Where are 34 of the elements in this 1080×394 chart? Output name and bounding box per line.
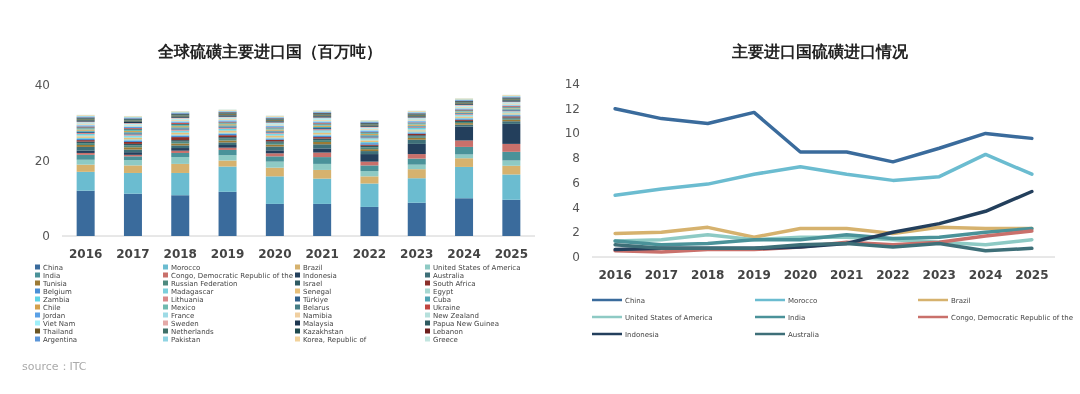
y-tick-label: 40 xyxy=(34,78,50,92)
x-tick-label: 2020 xyxy=(258,247,292,261)
x-tick-label: 2016 xyxy=(68,247,103,261)
x-tick-label: 2024 xyxy=(447,247,481,261)
y-tick-label: 4 xyxy=(572,200,580,215)
x-tick-label: 2025 xyxy=(494,247,529,261)
x-tick-label: 2023 xyxy=(400,247,434,261)
x-tick-label: 2021 xyxy=(305,247,339,261)
y-tick-label: 10 xyxy=(564,126,580,141)
x-tick-label: 2024 xyxy=(968,268,1003,282)
y-tick-label: 14 xyxy=(564,77,580,91)
x-tick-label: 2019 xyxy=(210,247,245,261)
x-tick-label: 2019 xyxy=(737,268,771,282)
x-tick-label: 2023 xyxy=(922,268,956,282)
x-tick-label: 2016 xyxy=(598,268,632,282)
y-tick-label: 8 xyxy=(572,151,580,166)
y-tick-label: 6 xyxy=(572,175,580,190)
y-tick-label: 12 xyxy=(564,101,580,116)
y-tick-label: 0 xyxy=(572,250,580,264)
x-tick-label: 2017 xyxy=(116,247,150,261)
x-tick-label: 2021 xyxy=(829,268,864,282)
x-tick-label: 2020 xyxy=(783,268,818,282)
x-tick-label: 2025 xyxy=(1015,268,1049,282)
x-tick-label: 2018 xyxy=(163,247,197,261)
x-tick-label: 2017 xyxy=(644,268,679,282)
y-tick-label: 0 xyxy=(42,229,50,243)
x-tick-label: 2018 xyxy=(691,268,725,282)
x-tick-label: 2022 xyxy=(352,247,387,261)
chart-title: 全球硫磺主要进口国（百万吨） xyxy=(157,42,382,61)
y-tick-label: 20 xyxy=(34,153,50,168)
x-tick-label: 2022 xyxy=(876,268,910,282)
chart-title: 主要进口国硫磺进口情况 xyxy=(731,42,909,61)
y-tick-label: 2 xyxy=(572,225,580,240)
source-note: source：ITC xyxy=(22,360,87,373)
